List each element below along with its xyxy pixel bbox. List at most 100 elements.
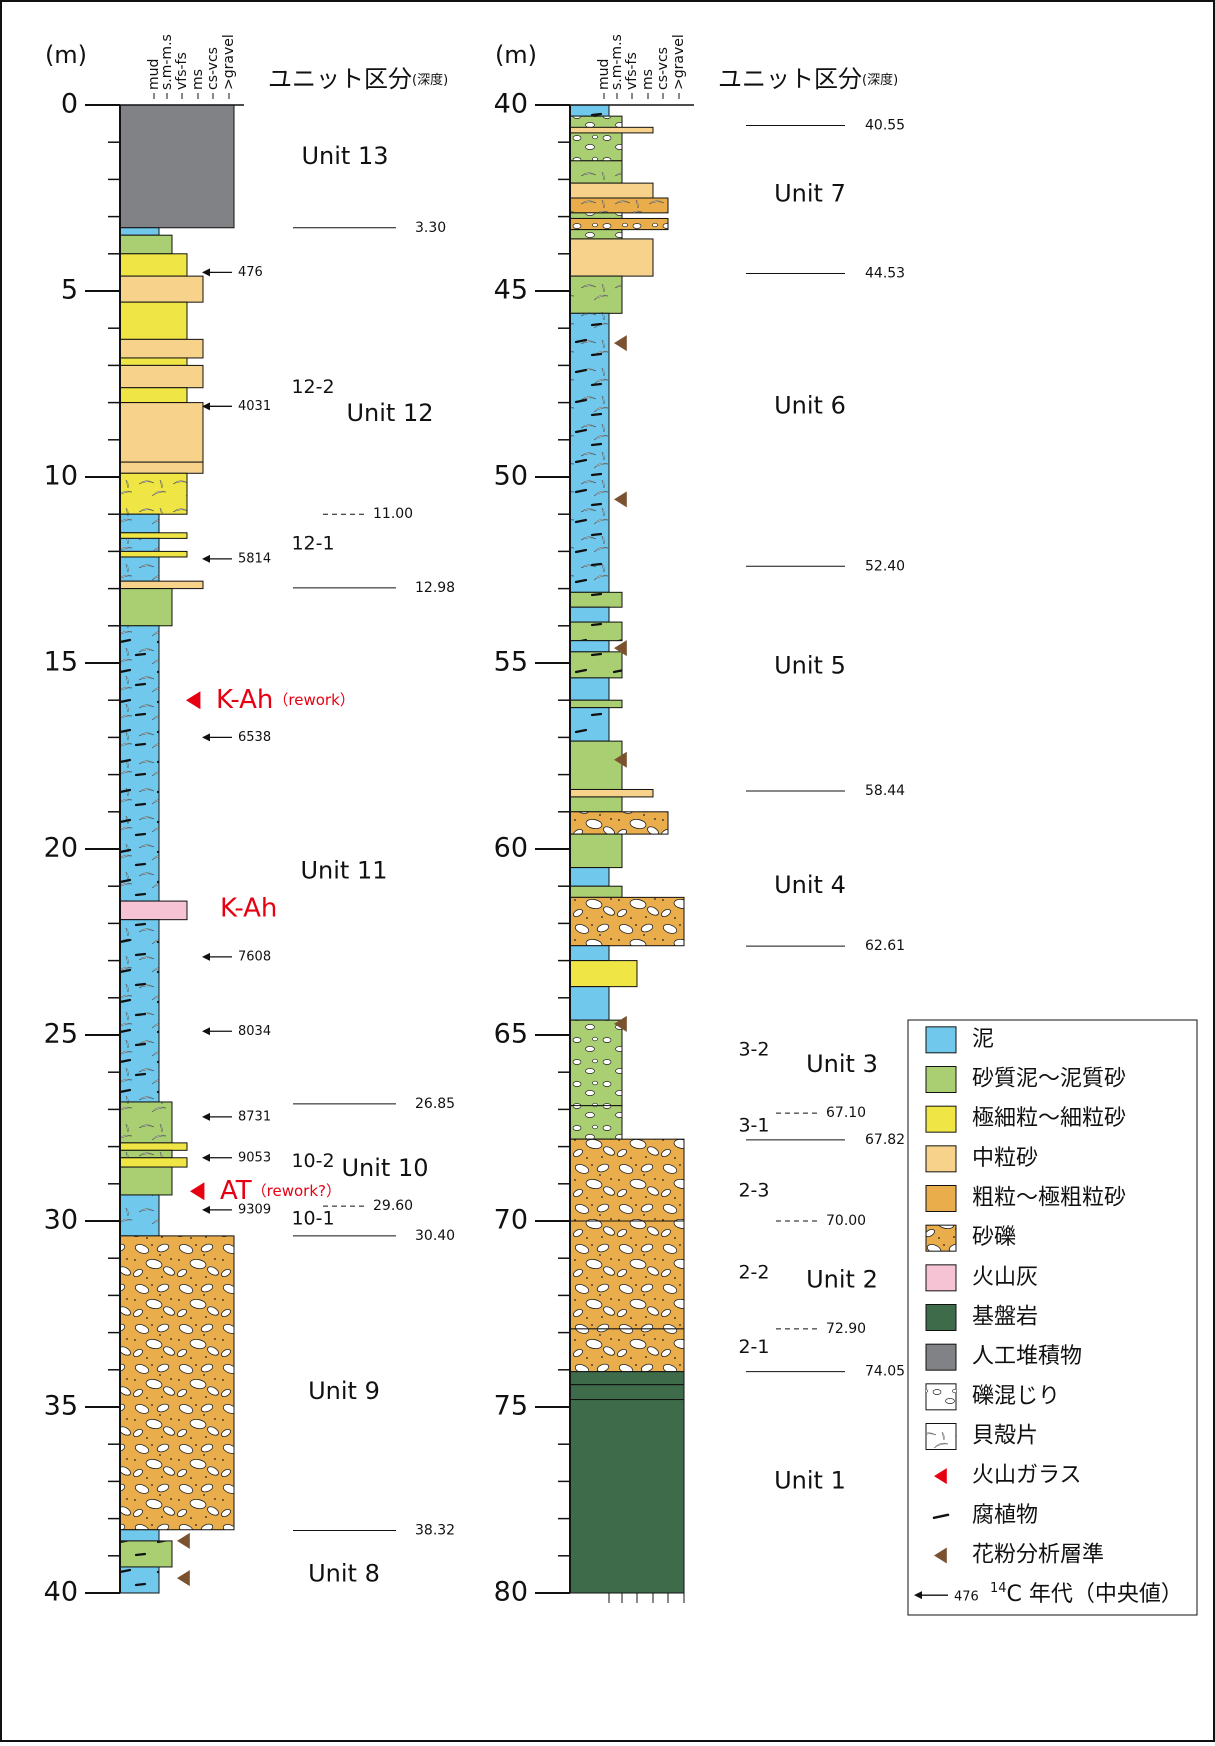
unit-label: Unit 1: [774, 1466, 846, 1494]
depth-label: 35: [44, 1391, 78, 1422]
layer: [570, 812, 668, 834]
legend-swatch: [926, 1265, 956, 1291]
layer: [120, 581, 203, 588]
layer: [570, 1221, 684, 1329]
section-diagram: (m)ユニット区分(深度)muds.m-m.svfs-fsmscs-vcs>gr…: [0, 0, 1215, 1742]
depth-label: 20: [44, 833, 78, 864]
boundary-depth: 44.53: [865, 266, 905, 282]
layer: [120, 388, 187, 403]
depth-label: 75: [494, 1391, 528, 1422]
unit-label: Unit 6: [774, 391, 846, 419]
legend-swatch-texture: [926, 1384, 956, 1410]
depth-label: 80: [494, 1577, 528, 1608]
legend-age-text: 14C 年代（中央値）: [990, 1581, 1183, 1608]
layer-texture: [121, 1195, 159, 1235]
layer: [570, 961, 637, 987]
layer: [570, 183, 653, 198]
layer-texture: [571, 314, 609, 592]
layer: [120, 1158, 187, 1167]
layer: [570, 239, 653, 276]
layer-texture: [121, 626, 159, 900]
tephra-label: K-Ah（rework）: [216, 685, 355, 715]
legend-isotope: 14: [990, 1581, 1007, 1596]
tephra-label: K-Ah: [220, 893, 277, 923]
unit-label: Unit 13: [301, 142, 388, 170]
depth-label: 45: [494, 275, 528, 306]
depth-label: 30: [44, 1205, 78, 1236]
age-label: 476: [238, 265, 263, 280]
layer: [120, 276, 203, 302]
layer: [570, 946, 609, 961]
legend-label: 砂質泥～泥質砂: [972, 1067, 1126, 1092]
legend-label: 粗粒～極粗粒砂: [972, 1186, 1126, 1211]
legend-label: 基盤岩: [972, 1305, 1038, 1330]
legend-swatch: [926, 1027, 956, 1053]
layer: [120, 1167, 172, 1195]
layer: [120, 235, 172, 254]
layer: [570, 1385, 684, 1400]
unit-label: Unit 10: [341, 1154, 428, 1182]
layer: [120, 589, 172, 626]
layer: [570, 1372, 684, 1385]
volcanic-glass-marker: [186, 691, 200, 709]
grain-scale-label: s.m-m.s: [159, 34, 175, 90]
layer: [570, 868, 609, 887]
layer: [120, 339, 203, 358]
grain-scale-label: >gravel: [221, 34, 237, 90]
subunit-label: 12-1: [291, 532, 334, 554]
grain-scale-label: vfs-fs: [624, 52, 640, 90]
layer: [570, 741, 622, 789]
section-title-main: ユニット区分: [718, 65, 862, 93]
layer-texture: [571, 708, 609, 740]
layer: [570, 1400, 684, 1593]
depth-label: 0: [61, 89, 78, 120]
legend-age-label: C 年代（中央値）: [1007, 1582, 1183, 1607]
legend-label: 泥: [972, 1027, 994, 1052]
layer-texture: [121, 557, 159, 580]
grain-scale-label: cs-vcs: [205, 47, 221, 90]
age-label: 9053: [238, 1150, 271, 1165]
depth-label: 15: [44, 647, 78, 678]
subunit-label: 12-2: [291, 376, 334, 398]
boundary-depth: 62.61: [865, 938, 905, 954]
legend-swatch: [926, 1305, 956, 1331]
layer: [120, 365, 203, 387]
legend-label: 人工堆積物: [972, 1344, 1082, 1369]
legend-swatch: [926, 1067, 956, 1093]
age-arrow-head: [202, 1154, 210, 1162]
layer-texture: [121, 1567, 159, 1592]
depth-label: 10: [44, 461, 78, 492]
legend-label: 火山ガラス: [972, 1463, 1082, 1488]
grain-scale-label: ms: [190, 69, 206, 90]
legend-swatch: [926, 1186, 956, 1212]
tephra-note: （rework?）: [252, 1182, 341, 1200]
age-arrow-head: [202, 733, 210, 741]
boundary-depth: 29.60: [373, 1198, 413, 1214]
legend-label: 極細粒～細粒砂: [972, 1106, 1126, 1131]
layer: [570, 700, 622, 707]
depth-label: 50: [494, 461, 528, 492]
age-label: 8731: [238, 1109, 271, 1124]
boundary-depth: 12.98: [415, 580, 455, 596]
age-label: 8034: [238, 1024, 271, 1039]
age-arrow-head: [202, 1206, 210, 1214]
boundary-depth: 26.85: [415, 1096, 455, 1112]
layer: [570, 789, 653, 796]
age-arrow-head: [202, 953, 210, 961]
layer: [570, 987, 609, 1020]
layer: [120, 403, 203, 463]
layer-texture: [121, 539, 159, 551]
subunit-label: 10-2: [291, 1150, 334, 1172]
depth-label: 70: [494, 1205, 528, 1236]
layer: [570, 678, 609, 700]
section-title-main: ユニット区分: [268, 65, 412, 93]
layer-texture: [571, 1021, 622, 1106]
layer: [120, 302, 187, 339]
grain-scale-label: s.m-m.s: [609, 34, 625, 90]
unit-label: Unit 7: [774, 179, 846, 207]
layer: [120, 1530, 159, 1541]
legend-label: 礫混じり: [972, 1384, 1060, 1409]
legend-swatch: [926, 1344, 956, 1370]
layer-texture: [571, 230, 622, 238]
volcanic-glass-marker: [190, 1182, 204, 1200]
